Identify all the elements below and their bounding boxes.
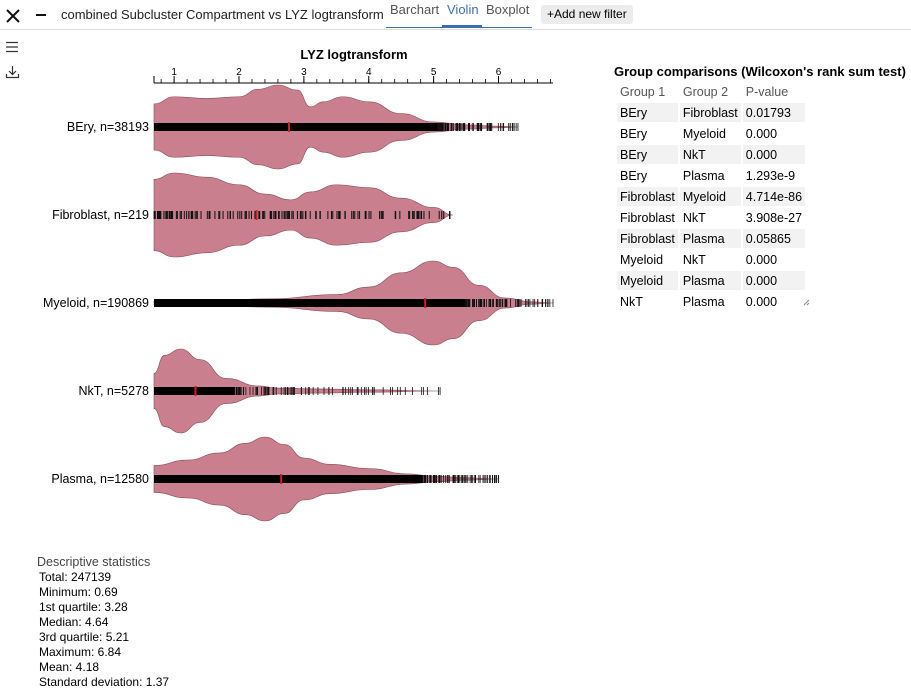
stat-line: 1st quartile: 3.28: [39, 600, 128, 614]
plot-title: combined Subcluster Compartment vs LYZ l…: [61, 7, 384, 22]
table-row: NkT Plasma 0.000: [617, 292, 806, 311]
cell-group1: BEry: [617, 124, 678, 143]
add-filter-button[interactable]: +Add new filter: [541, 5, 633, 24]
cell-group2: Plasma: [679, 271, 741, 290]
tab-violin[interactable]: Violin: [442, 3, 482, 27]
comparisons-body: BEry Fibroblast 0.01793 BEry Myeloid 0.000 BEr…: [617, 103, 806, 311]
violin-chart: LYZ logtransform 1 2 3 4 5 6 BEry, n=38193 Fib…: [43, 47, 554, 522]
violin-points: [153, 211, 451, 219]
cell-pvalue: 0.000: [742, 145, 806, 164]
table-row: Myeloid NkT 0.000: [617, 250, 806, 269]
cell-group2: Fibroblast: [679, 103, 741, 122]
violin-shape: [153, 172, 454, 258]
table-row: BEry NkT 0.000: [617, 145, 806, 164]
violin-points: [154, 299, 554, 307]
stat-line: Maximum: 6.84: [39, 645, 122, 659]
violin-points: [154, 123, 519, 131]
cell-group1: Myeloid: [617, 271, 678, 290]
violin-group: NkT, n=5278: [78, 348, 441, 434]
x-tick-label: 2: [236, 67, 242, 78]
table-row: Myeloid Plasma 0.000: [617, 271, 806, 290]
cell-group2: NkT: [679, 208, 741, 227]
cell-group1: BEry: [617, 145, 678, 164]
category-label: NkT, n=5278: [78, 384, 149, 398]
stat-line: Standard deviation: 1.37: [39, 675, 170, 689]
download-icon[interactable]: [5, 65, 20, 79]
descriptive-lines: Total: 247139 Minimum: 0.69 1st quartile: …: [37, 570, 169, 690]
category-label: Plasma, n=12580: [51, 472, 149, 486]
cell-pvalue: 0.000: [742, 271, 806, 290]
table-row: Fibroblast Plasma 0.05865: [617, 229, 806, 248]
cell-group1: BEry: [617, 103, 678, 122]
cell-group2: Plasma: [679, 229, 741, 248]
hamburger-menu-icon[interactable]: [5, 41, 19, 53]
cell-pvalue: 0.01793: [742, 103, 806, 122]
stat-line: Minimum: 0.69: [39, 585, 118, 599]
x-tick-label: 6: [496, 67, 502, 78]
cell-pvalue: 1.293e-9: [742, 166, 806, 185]
table-row: BEry Plasma 1.293e-9: [617, 166, 806, 185]
cell-pvalue: 0.000: [742, 124, 806, 143]
cell-group1: Fibroblast: [617, 229, 678, 248]
x-tick-label: 1: [171, 67, 177, 78]
table-row: BEry Myeloid 0.000: [617, 124, 806, 143]
stat-line: Total: 247139: [39, 570, 112, 584]
x-tick-label: 3: [301, 67, 307, 78]
stat-line: Median: 4.64: [39, 615, 109, 629]
cell-group2: NkT: [679, 145, 741, 164]
tab-barchart[interactable]: Barchart: [390, 2, 440, 17]
cell-pvalue: 0.05865: [742, 229, 806, 248]
chart-title: LYZ logtransform: [300, 47, 407, 62]
x-tick-label: 5: [431, 67, 437, 78]
tabs-underline: [386, 27, 532, 28]
x-tick-label: 4: [366, 67, 372, 78]
cell-group2: NkT: [679, 250, 741, 269]
dense-points: [154, 299, 466, 307]
comparisons-title: Group comparisons (Wilcoxon's rank sum t…: [614, 64, 906, 79]
toolbar: combined Subcluster Compartment vs LYZ l…: [0, 0, 911, 30]
stat-line: Mean: 4.18: [39, 660, 100, 674]
cell-group2: Myeloid: [679, 124, 741, 143]
close-icon[interactable]: [6, 9, 20, 23]
col-header-group1: Group 1: [620, 84, 666, 99]
category-label: Myeloid, n=190869: [43, 296, 149, 310]
cell-group1: Fibroblast: [617, 187, 678, 206]
cell-pvalue: 4.714e-86: [742, 187, 806, 206]
x-axis: 1 2 3 4 5 6: [153, 67, 553, 84]
cell-group1: Fibroblast: [617, 208, 678, 227]
cell-pvalue: 0.000: [742, 250, 806, 269]
cell-group2: Plasma: [679, 292, 741, 311]
cell-group1: Myeloid: [617, 250, 678, 269]
violin-points: [154, 387, 441, 395]
minus-icon[interactable]: [35, 8, 47, 22]
tab-boxplot[interactable]: Boxplot: [486, 2, 530, 17]
violin-group: Plasma, n=12580: [51, 436, 499, 522]
violin-group: BEry, n=38193: [67, 84, 519, 170]
table-row: BEry Fibroblast 0.01793: [617, 103, 806, 122]
cell-pvalue: 0.000: [742, 292, 806, 311]
cell-group2: Plasma: [679, 166, 741, 185]
cell-group1: NkT: [617, 292, 678, 311]
resize-handle-icon[interactable]: [802, 298, 810, 306]
cell-group2: Myeloid: [679, 187, 741, 206]
violin-group: Myeloid, n=190869: [43, 260, 554, 346]
col-header-group2: Group 2: [682, 84, 729, 99]
cell-pvalue: 3.908e-27: [742, 208, 806, 227]
category-label: BEry, n=38193: [67, 120, 149, 134]
violins: BEry, n=38193 Fibroblast, n=219 Myeloid, n…: [43, 84, 554, 522]
descriptive-statistics: Descriptive statistics Total: 247139 Mini…: [37, 555, 169, 690]
col-header-pvalue: P-value: [745, 84, 789, 99]
category-label: Fibroblast, n=219: [52, 208, 149, 222]
stat-line: 3rd quartile: 5.21: [39, 630, 130, 644]
violin-group: Fibroblast, n=219: [52, 172, 454, 258]
cell-group1: BEry: [617, 166, 678, 185]
descriptive-title: Descriptive statistics: [37, 555, 151, 569]
dense-points: [154, 123, 438, 131]
dense-points: [154, 475, 423, 483]
comparisons-table: Group 1 Group 2 P-value BEry Fibroblast 0.…: [615, 80, 807, 313]
table-row: Fibroblast NkT 3.908e-27: [617, 208, 806, 227]
table-row: Fibroblast Myeloid 4.714e-86: [617, 187, 806, 206]
dense-points: [154, 387, 235, 395]
violin-points: [154, 475, 499, 483]
